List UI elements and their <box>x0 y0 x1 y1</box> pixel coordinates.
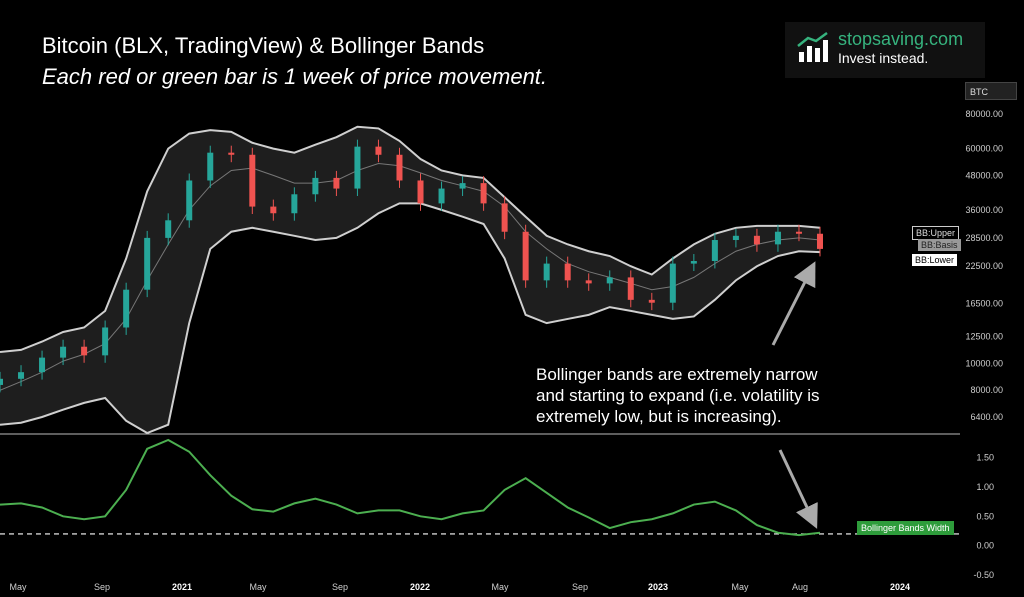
candle-body <box>333 177 340 189</box>
x-tick-label: May <box>491 582 509 592</box>
candle-body <box>753 235 760 245</box>
price-tick-label: 8000.00 <box>970 385 1003 395</box>
width-tick-label: 1.50 <box>976 453 994 463</box>
bb-upper-label: BB:Upper <box>912 226 960 240</box>
candle-body <box>669 263 676 303</box>
candle-body <box>60 346 67 358</box>
candle-body <box>585 280 592 284</box>
candle-body <box>690 261 697 264</box>
width-tick-label: 0.00 <box>976 541 994 551</box>
price-tick-label: 6400.00 <box>970 412 1003 422</box>
brand-logo <box>785 22 985 78</box>
candle-body <box>144 237 151 290</box>
bb-lower-line <box>0 202 821 435</box>
bb-upper-line <box>0 125 821 354</box>
bb-width-line <box>0 438 821 537</box>
candle-body <box>249 154 256 207</box>
brand-tagline: Invest instead. <box>838 50 929 66</box>
candle-body <box>795 231 802 234</box>
x-tick-label: 2021 <box>172 582 192 592</box>
annotation-text: Bollinger bands are extremely narrow and… <box>536 364 896 427</box>
candle-body <box>711 240 718 262</box>
x-tick-label: May <box>9 582 27 592</box>
x-tick-label: 2023 <box>648 582 668 592</box>
x-tick-label: Sep <box>332 582 348 592</box>
price-tick-label: 10000.00 <box>965 358 1003 368</box>
candle-body <box>480 183 487 204</box>
candle-body <box>312 177 319 195</box>
x-tick-label: 2022 <box>410 582 430 592</box>
price-tick-label: 36000.00 <box>965 205 1003 215</box>
candle-body <box>81 346 88 356</box>
candle-body <box>354 146 361 189</box>
candle-body <box>270 206 277 214</box>
candle-body <box>459 183 466 189</box>
axes: 80000.00 60000.00 48000.00 36000.00 28500.00… <box>0 109 1003 592</box>
bollinger-width-pane <box>0 438 960 537</box>
x-tick-label: May <box>731 582 749 592</box>
candle-body <box>228 152 235 155</box>
candle-body <box>123 289 130 328</box>
candle-body <box>438 188 445 204</box>
candle-body <box>102 327 109 356</box>
bb-basis-label: BB:Basis <box>918 239 961 251</box>
band-fill <box>0 126 820 434</box>
price-tick-label: 48000.00 <box>965 170 1003 180</box>
x-tick-label: Sep <box>94 582 110 592</box>
candle-body <box>774 231 781 245</box>
price-pane <box>0 125 823 435</box>
x-tick-label: May <box>249 582 267 592</box>
arrow-to-width <box>778 449 818 529</box>
candle-body <box>291 194 298 214</box>
bar-chart-up-icon <box>797 31 828 62</box>
x-tick-label: Aug <box>792 582 808 592</box>
candle-body <box>0 378 3 385</box>
x-tick-label: 2024 <box>890 582 910 592</box>
price-tick-label: 12500.00 <box>965 332 1003 342</box>
width-tick-label: 1.00 <box>976 482 994 492</box>
candle-body <box>564 263 571 281</box>
candle-body <box>18 372 25 379</box>
candle-body <box>817 233 823 249</box>
candle-body <box>39 357 46 373</box>
candle-body <box>732 235 739 241</box>
candle-body <box>543 263 550 281</box>
width-tick-label: -0.50 <box>973 570 994 580</box>
bb-width-label: Bollinger Bands Width <box>857 521 954 535</box>
price-tick-label: 80000.00 <box>965 109 1003 119</box>
annotation-line: Bollinger bands are extremely narrow <box>536 365 818 384</box>
chart-subtitle: Each red or green bar is 1 week of price… <box>42 64 548 89</box>
annotation-line: extremely low, but is increasing). <box>536 407 782 426</box>
candle-body <box>606 277 613 284</box>
candle-body <box>396 154 403 181</box>
annotation-line: and starting to expand (i.e. volatility … <box>536 386 820 405</box>
bb-basis-line <box>0 162 821 391</box>
candle-body <box>375 146 382 155</box>
candle-body <box>417 180 424 204</box>
candle-body <box>627 277 634 300</box>
chart-title: Bitcoin (BLX, TradingView) & Bollinger B… <box>42 33 485 58</box>
candle-body <box>501 203 508 232</box>
x-tick-label: Sep <box>572 582 588 592</box>
width-tick-label: 0.50 <box>976 511 994 521</box>
candle-body <box>207 152 214 181</box>
price-tick-label: 22500.00 <box>965 261 1003 271</box>
bb-lower-label: BB:Lower <box>912 254 958 266</box>
candle-body <box>186 180 193 221</box>
brand-name[interactable]: stopsaving.com <box>838 29 964 49</box>
arrow-to-bands <box>771 261 816 346</box>
price-tick-label: 16500.00 <box>965 298 1003 308</box>
price-tick-label: 60000.00 <box>965 144 1003 154</box>
candle-body <box>522 231 529 281</box>
candle-body <box>648 299 655 303</box>
annotation-arrows <box>771 261 818 529</box>
candle-body <box>165 220 172 238</box>
ticker-label: BTC <box>965 82 1017 100</box>
price-tick-label: 28500.00 <box>965 233 1003 243</box>
